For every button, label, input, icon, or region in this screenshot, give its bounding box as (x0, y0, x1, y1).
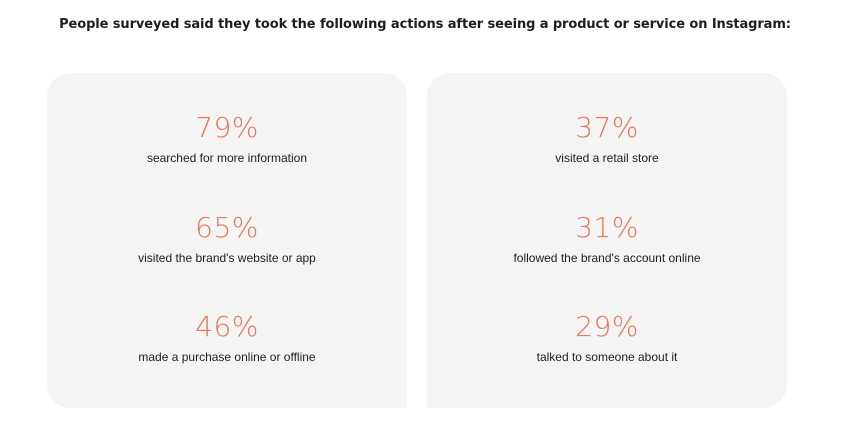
stat-label: followed the brand's account online (513, 251, 701, 265)
stat-value: 79% (195, 111, 259, 144)
stat-item: 29% talked to someone about it (427, 310, 787, 365)
stat-value: 37% (575, 111, 639, 144)
page-heading: People surveyed said they took the follo… (59, 17, 791, 32)
stat-value: 46% (195, 310, 259, 343)
stat-label: visited the brand's website or app (138, 251, 316, 265)
stat-item: 31% followed the brand's account online (427, 211, 787, 266)
stat-item: 37% visited a retail store (427, 111, 787, 166)
stats-card-right: 37% visited a retail store 31% followed … (427, 73, 787, 408)
stat-label: searched for more information (146, 151, 308, 165)
stat-item: 79% searched for more information (47, 111, 407, 166)
stats-card-left: 79% searched for more information 65% vi… (47, 73, 407, 408)
stat-value: 65% (195, 211, 259, 244)
stat-label: visited a retail store (555, 151, 659, 165)
stat-label: made a purchase online or offline (138, 350, 316, 364)
stat-value: 29% (575, 310, 639, 343)
stat-label: talked to someone about it (536, 350, 678, 364)
stat-value: 31% (575, 211, 639, 244)
stat-item: 46% made a purchase online or offline (47, 310, 407, 365)
stat-item: 65% visited the brand's website or app (47, 211, 407, 266)
